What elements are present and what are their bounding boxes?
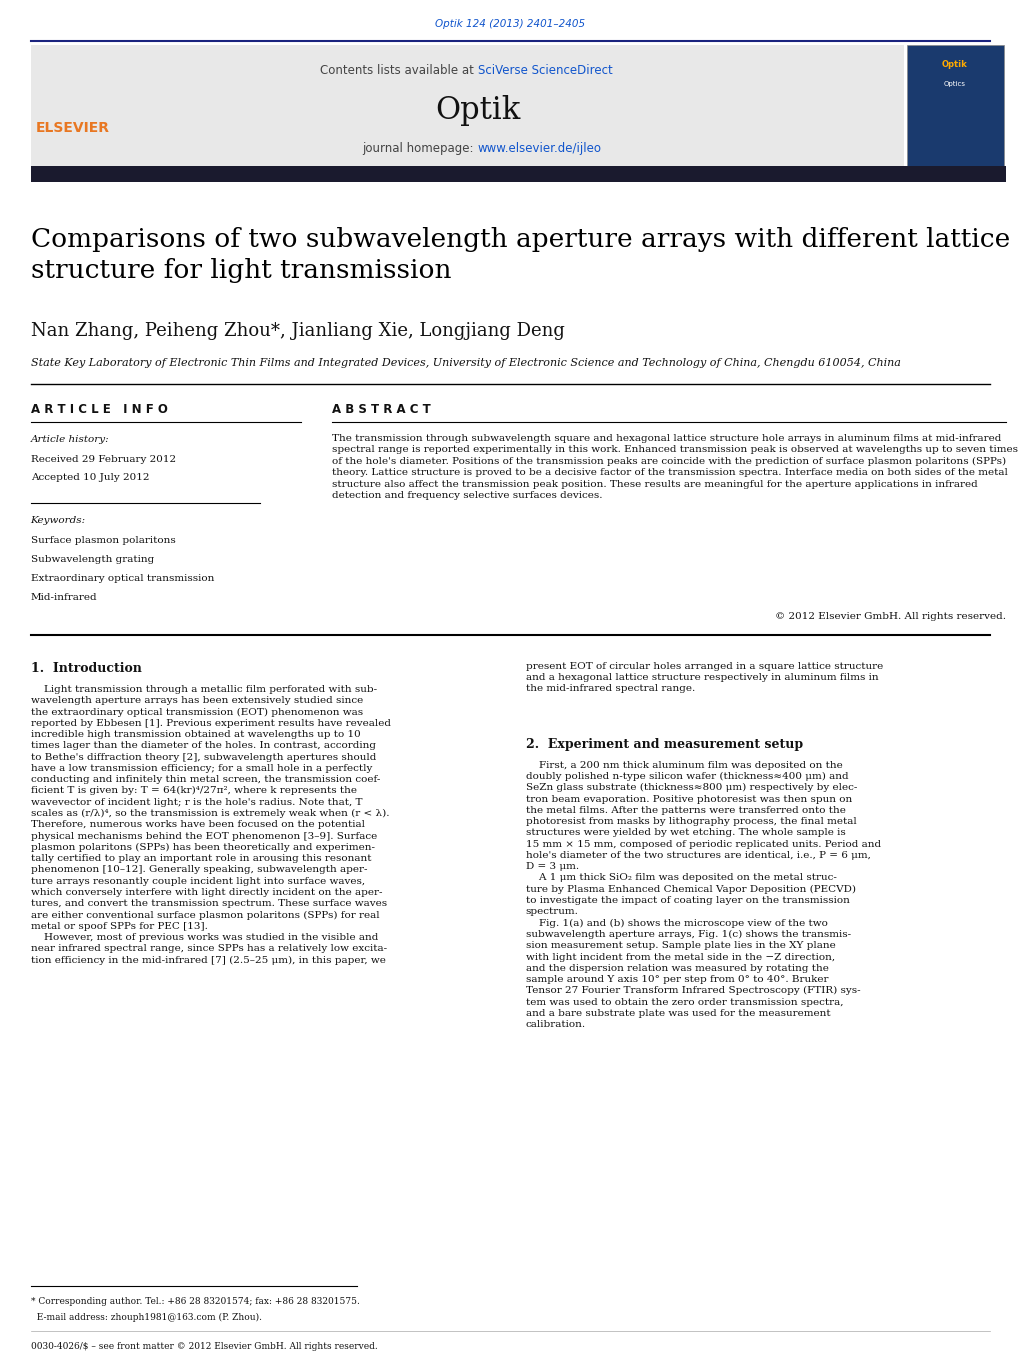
Text: * Corresponding author. Tel.: +86 28 83201574; fax: +86 28 83201575.: * Corresponding author. Tel.: +86 28 832… [31,1297,359,1306]
Text: Keywords:: Keywords: [31,516,86,526]
Text: www.elsevier.de/ijleo: www.elsevier.de/ijleo [478,142,601,155]
Text: Article history:: Article history: [31,435,109,444]
Text: Contents lists available at: Contents lists available at [321,63,478,77]
Text: Comparisons of two subwavelength aperture arrays with different lattice
structur: Comparisons of two subwavelength apertur… [31,227,1010,282]
Text: Light transmission through a metallic film perforated with sub-
wavelength apert: Light transmission through a metallic fi… [31,685,391,965]
Text: 1.  Introduction: 1. Introduction [31,662,142,676]
Text: © 2012 Elsevier GmbH. All rights reserved.: © 2012 Elsevier GmbH. All rights reserve… [775,612,1006,621]
Text: E-mail address: zhouph1981@163.com (P. Zhou).: E-mail address: zhouph1981@163.com (P. Z… [31,1313,261,1323]
Text: Optics: Optics [943,81,966,86]
Text: 0030-4026/$ – see front matter © 2012 Elsevier GmbH. All rights reserved.: 0030-4026/$ – see front matter © 2012 El… [31,1342,378,1351]
Text: Mid-infrared: Mid-infrared [31,593,97,603]
FancyBboxPatch shape [31,45,904,169]
FancyBboxPatch shape [907,45,1004,169]
Text: present EOT of circular holes arranged in a square lattice structure
and a hexag: present EOT of circular holes arranged i… [526,662,883,693]
Text: journal homepage:: journal homepage: [362,142,478,155]
FancyBboxPatch shape [31,166,1006,182]
Text: Received 29 February 2012: Received 29 February 2012 [31,455,176,465]
Text: Nan Zhang, Peiheng Zhou*, Jianliang Xie, Longjiang Deng: Nan Zhang, Peiheng Zhou*, Jianliang Xie,… [31,322,565,339]
Text: First, a 200 nm thick aluminum film was deposited on the
doubly polished n-type : First, a 200 nm thick aluminum film was … [526,761,881,1029]
Text: 2.  Experiment and measurement setup: 2. Experiment and measurement setup [526,738,803,751]
Text: The transmission through subwavelength square and hexagonal lattice structure ho: The transmission through subwavelength s… [332,434,1018,500]
Text: Extraordinary optical transmission: Extraordinary optical transmission [31,574,214,584]
Text: SciVerse ScienceDirect: SciVerse ScienceDirect [478,63,613,77]
Text: Accepted 10 July 2012: Accepted 10 July 2012 [31,473,149,482]
Text: Optik: Optik [941,61,968,69]
Text: Surface plasmon polaritons: Surface plasmon polaritons [31,536,176,546]
Text: Optik: Optik [435,96,521,126]
Text: A B S T R A C T: A B S T R A C T [332,403,431,416]
Text: ELSEVIER: ELSEVIER [36,122,109,135]
Text: Subwavelength grating: Subwavelength grating [31,555,154,565]
Text: State Key Laboratory of Electronic Thin Films and Integrated Devices, University: State Key Laboratory of Electronic Thin … [31,358,901,367]
Text: A R T I C L E   I N F O: A R T I C L E I N F O [31,403,167,416]
Text: Optik 124 (2013) 2401–2405: Optik 124 (2013) 2401–2405 [435,19,586,30]
